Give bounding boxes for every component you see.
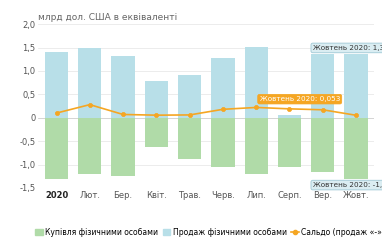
Text: Жовтень 2020: 1,357: Жовтень 2020: 1,357: [313, 45, 382, 51]
Bar: [311, 54, 334, 118]
Bar: [45, 118, 68, 179]
Bar: [244, 47, 268, 118]
Bar: [45, 52, 68, 118]
Legend: Купівля фізичними особами, Продаж фізичними особами, Сальдо (продаж «-» купівля»: Купівля фізичними особами, Продаж фізичн…: [35, 228, 382, 237]
Bar: [311, 118, 334, 172]
Text: млрд дол. США в еквіваленті: млрд дол. США в еквіваленті: [38, 13, 178, 22]
Bar: [345, 54, 368, 118]
Bar: [244, 118, 268, 174]
Bar: [145, 118, 168, 147]
Bar: [278, 118, 301, 167]
Bar: [112, 118, 135, 176]
Text: Жовтень 2020: -1,304: Жовтень 2020: -1,304: [313, 182, 382, 188]
Bar: [112, 56, 135, 118]
Bar: [211, 58, 235, 118]
Bar: [145, 81, 168, 118]
Bar: [345, 118, 368, 179]
Bar: [278, 115, 301, 118]
Text: Жовтень 2020: 0,053: Жовтень 2020: 0,053: [259, 96, 340, 102]
Bar: [178, 118, 201, 159]
Bar: [178, 75, 201, 118]
Bar: [78, 118, 102, 174]
Bar: [78, 48, 102, 118]
Bar: [211, 118, 235, 167]
